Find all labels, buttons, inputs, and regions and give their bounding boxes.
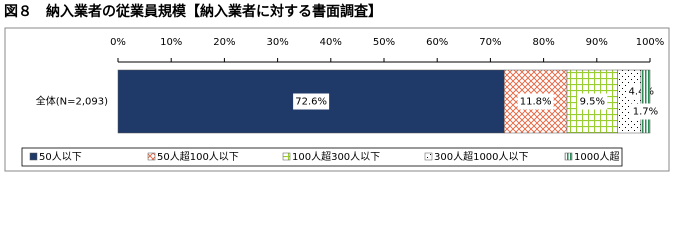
bar-segment — [640, 69, 651, 134]
value-label: 9.5% — [580, 97, 605, 108]
category-label: 全体(N=2,093) — [36, 95, 108, 108]
x-tick-label: 10% — [160, 37, 182, 48]
legend-label: 50人超100人以下 — [157, 150, 239, 163]
value-label-box — [293, 93, 330, 110]
legend-label: 300人超1000人以下 — [434, 150, 529, 163]
legend-label: 100人超300人以下 — [292, 150, 380, 163]
chart-frame — [4, 27, 670, 172]
x-tick-label: 30% — [266, 37, 288, 48]
value-label-box — [630, 103, 661, 120]
legend-label: 50人以下 — [39, 151, 82, 163]
x-tick-label: 40% — [320, 37, 342, 48]
value-label-box — [577, 93, 608, 110]
x-tick-label: 0% — [110, 37, 126, 48]
x-tick-label: 50% — [373, 37, 395, 48]
value-label: 1.7% — [633, 107, 658, 118]
legend-swatch — [564, 152, 573, 161]
legend-swatch — [147, 152, 156, 161]
chart: 図８ 納入業者の従業員規模【納入業者に対する書面調査】 0% 10% 20% 30% 4… — [4, 3, 670, 172]
legend-swatch — [282, 152, 291, 161]
legend-box — [21, 147, 623, 167]
x-tick-label: 80% — [532, 37, 554, 48]
x-tick-label: 60% — [426, 37, 448, 48]
x-tick-label: 90% — [586, 37, 608, 48]
legend-swatch — [29, 152, 38, 161]
value-label: 72.6% — [295, 97, 327, 108]
x-tick-label: 20% — [213, 37, 235, 48]
bar-segment — [617, 69, 642, 134]
value-label: 11.8% — [520, 97, 552, 108]
chart-title: 図８ 納入業者の従業員規模【納入業者に対する書面調査】 — [4, 3, 382, 20]
value-label-box — [517, 93, 554, 110]
x-tick-label: 70% — [479, 37, 501, 48]
legend-label: 1000人超 — [574, 150, 619, 163]
legend-swatch — [424, 152, 433, 161]
x-tick-label: 100% — [636, 37, 665, 48]
